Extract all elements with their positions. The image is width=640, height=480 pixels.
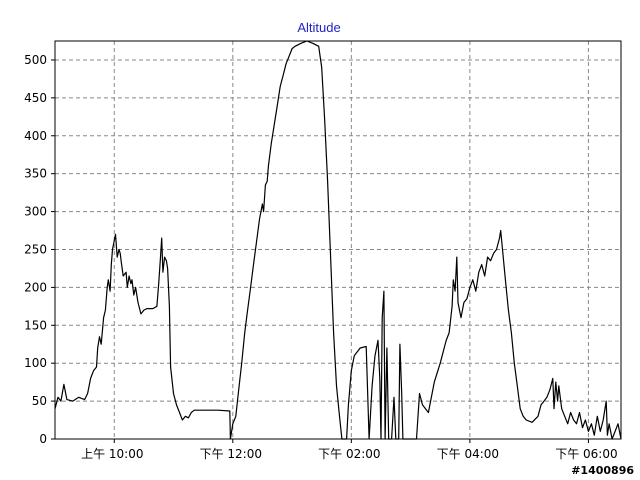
- y-tick-label: 450: [24, 91, 47, 105]
- x-tick-label: 上午 10:00: [81, 447, 143, 461]
- plot-frame: [54, 40, 622, 440]
- y-tick-label: 150: [24, 318, 47, 332]
- y-tick-label: 250: [24, 242, 47, 256]
- y-tick-label: 0: [39, 432, 47, 446]
- y-tick-label: 400: [24, 129, 47, 143]
- grid-layer: [55, 41, 621, 439]
- y-tick-label: 300: [24, 205, 47, 219]
- watermark-text: #1400896: [571, 464, 634, 477]
- x-axis: 上午 10:00 下午 12:00 下午 02:00 下午 04:00 下午 06:00: [81, 439, 618, 461]
- series-layer: [54, 40, 622, 440]
- x-tick-label: 下午 02:00: [318, 447, 380, 461]
- y-tick-label: 50: [32, 394, 47, 408]
- chart-title: Altitude: [297, 20, 340, 35]
- x-tick-label: 下午 04:00: [437, 447, 499, 461]
- x-tick-label: 下午 12:00: [200, 447, 262, 461]
- y-tick-label: 500: [24, 53, 47, 67]
- y-tick-label: 350: [24, 167, 47, 181]
- y-axis: 0 50 100 150 200 250 300 350 400 450 500: [24, 53, 55, 446]
- x-tick-label: 下午 06:00: [555, 447, 617, 461]
- y-tick-label: 200: [24, 280, 47, 294]
- y-tick-label: 100: [24, 356, 47, 370]
- altitude-series-line: [54, 40, 622, 440]
